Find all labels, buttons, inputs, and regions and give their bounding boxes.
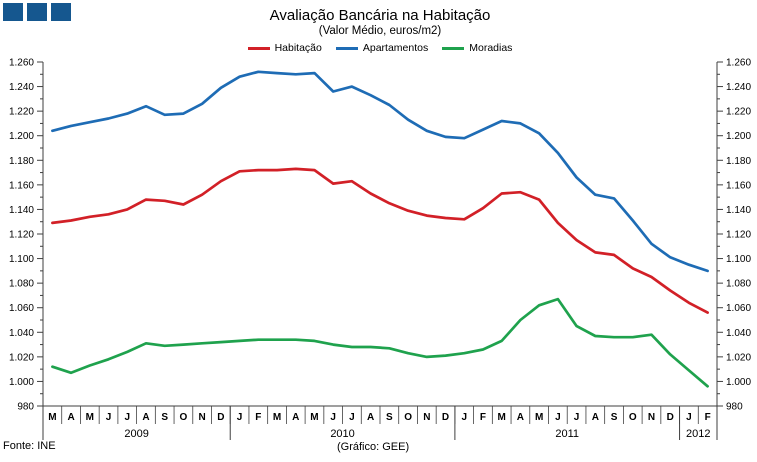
svg-text:F: F (705, 412, 711, 423)
svg-text:A: A (592, 412, 599, 423)
svg-text:1.260: 1.260 (726, 58, 751, 69)
svg-text:J: J (124, 412, 130, 423)
svg-text:1.160: 1.160 (9, 180, 34, 191)
legend-item-apartamentos: Apartamentos (335, 42, 429, 54)
svg-text:M: M (273, 412, 281, 423)
svg-text:J: J (237, 412, 243, 423)
svg-text:1.120: 1.120 (9, 230, 34, 241)
svg-text:1.180: 1.180 (9, 156, 34, 167)
svg-text:980: 980 (726, 402, 743, 413)
moradias-line-swatch (442, 46, 465, 50)
svg-text:F: F (255, 412, 261, 423)
svg-text:1.200: 1.200 (726, 131, 751, 142)
svg-text:1.220: 1.220 (726, 107, 751, 118)
source-note: Fonte: INE (3, 440, 56, 452)
legend-label: Habitação (274, 42, 322, 54)
svg-text:1.240: 1.240 (9, 82, 34, 93)
logo-square-icon (51, 3, 71, 21)
svg-text:1.220: 1.220 (9, 107, 34, 118)
svg-text:1.020: 1.020 (9, 352, 34, 363)
gee-logo (3, 3, 71, 21)
legend-label: Apartamentos (362, 42, 429, 54)
svg-text:1.120: 1.120 (726, 230, 751, 241)
svg-text:1.060: 1.060 (9, 303, 34, 314)
svg-text:J: J (686, 412, 692, 423)
legend-item-moradias: Moradias (442, 42, 512, 54)
svg-text:1.080: 1.080 (726, 279, 751, 290)
apartamentos-line-swatch (335, 46, 358, 50)
svg-text:D: D (667, 412, 674, 423)
svg-text:N: N (199, 412, 206, 423)
series-line-moradias (51, 297, 709, 388)
svg-text:A: A (517, 412, 524, 423)
svg-text:J: J (461, 412, 467, 423)
svg-text:1.080: 1.080 (9, 279, 34, 290)
svg-text:2012: 2012 (686, 428, 710, 440)
svg-text:1.200: 1.200 (9, 131, 34, 142)
svg-text:N: N (423, 412, 430, 423)
page-title: Avaliação Bancária na Habitação (269, 7, 491, 24)
svg-text:1.140: 1.140 (726, 205, 751, 216)
svg-text:1.160: 1.160 (726, 180, 751, 191)
svg-text:1.040: 1.040 (9, 328, 34, 339)
svg-text:S: S (161, 412, 168, 423)
svg-text:1.180: 1.180 (726, 156, 751, 167)
svg-text:F: F (480, 412, 486, 423)
svg-text:1.000: 1.000 (9, 377, 34, 388)
svg-text:J: J (106, 412, 112, 423)
legend-item-habitacao: Habitação (247, 42, 322, 54)
credit-note: (Gráfico: GEE) (337, 441, 410, 453)
svg-text:1.060: 1.060 (726, 303, 751, 314)
svg-text:M: M (48, 412, 56, 423)
svg-text:M: M (498, 412, 506, 423)
svg-text:980: 980 (17, 402, 34, 413)
svg-text:2011: 2011 (555, 428, 579, 440)
series-line-habitação (51, 167, 709, 314)
logo-square-icon (3, 3, 23, 21)
svg-text:1.100: 1.100 (9, 254, 34, 265)
svg-text:J: J (555, 412, 561, 423)
legend-label: Moradias (469, 42, 513, 54)
svg-text:A: A (367, 412, 374, 423)
svg-text:1.140: 1.140 (9, 205, 34, 216)
svg-text:M: M (86, 412, 94, 423)
chart-legend: Habitação Apartamentos Moradias (43, 42, 717, 54)
svg-text:J: J (349, 412, 355, 423)
svg-text:S: S (386, 412, 393, 423)
svg-text:O: O (180, 412, 188, 423)
habitacao-line-swatch (247, 46, 270, 50)
svg-text:A: A (292, 412, 299, 423)
svg-text:A: A (142, 412, 149, 423)
logo-square-icon (27, 3, 47, 21)
svg-text:A: A (67, 412, 74, 423)
svg-text:O: O (404, 412, 412, 423)
svg-text:2010: 2010 (330, 428, 354, 440)
svg-text:1.020: 1.020 (726, 352, 751, 363)
svg-text:D: D (442, 412, 449, 423)
svg-text:2009: 2009 (124, 428, 148, 440)
page-subtitle: (Valor Médio, euros/m2) (318, 25, 442, 37)
svg-text:M: M (535, 412, 543, 423)
svg-text:J: J (330, 412, 336, 423)
svg-text:1.240: 1.240 (726, 82, 751, 93)
svg-text:S: S (611, 412, 618, 423)
svg-text:N: N (648, 412, 655, 423)
svg-text:J: J (574, 412, 580, 423)
svg-text:1.000: 1.000 (726, 377, 751, 388)
svg-text:M: M (310, 412, 318, 423)
svg-text:1.260: 1.260 (9, 58, 34, 69)
svg-text:1.100: 1.100 (726, 254, 751, 265)
svg-text:1.040: 1.040 (726, 328, 751, 339)
svg-text:O: O (629, 412, 637, 423)
series-line-apartamentos (51, 70, 709, 273)
svg-text:D: D (217, 412, 224, 423)
